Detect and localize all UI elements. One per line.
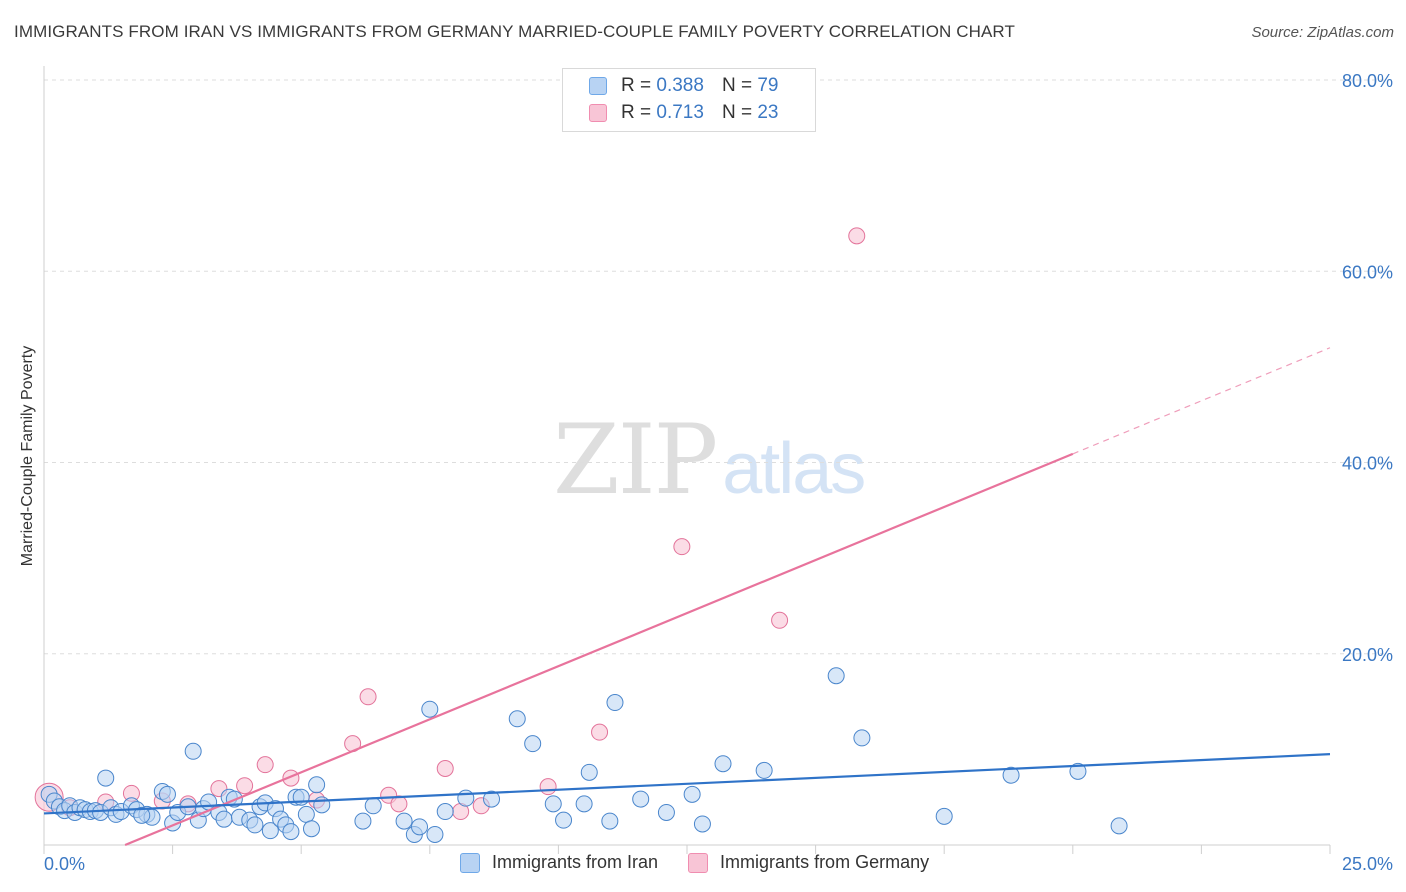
legend-germany-label: Immigrants from Germany bbox=[720, 852, 930, 872]
germany-swatch bbox=[589, 104, 607, 122]
iran-point bbox=[354, 812, 372, 830]
iran-point bbox=[261, 822, 279, 840]
tick-labels: 20.0% 40.0% 60.0% 80.0% 0.0% 25.0% bbox=[44, 71, 1393, 874]
iran-point bbox=[683, 785, 701, 803]
iran-point bbox=[133, 806, 151, 824]
germany-trend-line bbox=[124, 452, 1074, 847]
germany-point bbox=[436, 760, 454, 777]
iran-trend-line bbox=[43, 753, 1331, 815]
iran-point bbox=[97, 769, 115, 787]
germany-point bbox=[390, 795, 408, 813]
legend-row-iran: R = 0.388 N = 79 bbox=[589, 74, 778, 98]
iran-point bbox=[1002, 766, 1020, 784]
iran-point bbox=[421, 700, 439, 718]
iran-point bbox=[483, 790, 501, 808]
iran-point bbox=[544, 795, 562, 813]
iran-point bbox=[555, 811, 573, 829]
germany-point bbox=[848, 227, 866, 245]
iran-point bbox=[827, 667, 845, 685]
iran-point bbox=[601, 812, 619, 830]
iran-point bbox=[411, 818, 429, 836]
germany-r-value: 0.713 bbox=[656, 102, 704, 123]
watermark-atlas: atlas bbox=[722, 429, 866, 509]
iran-point bbox=[508, 710, 526, 728]
y-tick-label-60: 60.0% bbox=[1342, 262, 1393, 282]
iran-point bbox=[426, 825, 444, 843]
iran-point bbox=[632, 790, 650, 808]
iran-point bbox=[755, 761, 773, 779]
iran-swatch bbox=[589, 77, 607, 95]
series-iran bbox=[40, 667, 1128, 843]
germany-point bbox=[256, 756, 274, 774]
iran-point bbox=[158, 785, 176, 803]
watermark: ZIPatlas bbox=[553, 404, 866, 516]
iran-point bbox=[606, 694, 624, 712]
germany-point bbox=[236, 777, 254, 795]
y-tick-label-80: 80.0% bbox=[1342, 71, 1393, 91]
iran-point bbox=[693, 815, 711, 833]
x-tick-label-min: 0.0% bbox=[44, 854, 85, 874]
germany-n-label: N = bbox=[721, 102, 753, 123]
germany-point bbox=[673, 538, 691, 556]
germany-point bbox=[539, 778, 557, 796]
germany-point bbox=[771, 611, 789, 629]
iran-point bbox=[524, 735, 542, 753]
iran-point bbox=[853, 729, 871, 747]
iran-point bbox=[657, 803, 675, 821]
germany-r-label: R = bbox=[621, 102, 652, 123]
iran-n-label: N = bbox=[721, 75, 753, 96]
iran-point bbox=[457, 789, 475, 807]
germany-point bbox=[359, 688, 377, 706]
iran-point bbox=[714, 755, 732, 773]
legend-germany-swatch bbox=[688, 852, 709, 873]
watermark-zip: ZIP bbox=[553, 404, 718, 516]
source-label: Source: ZipAtlas.com bbox=[1251, 24, 1394, 41]
iran-point bbox=[246, 816, 264, 834]
germany-n-value: 23 bbox=[757, 102, 779, 123]
correlation-legend: R = 0.388 N = 79 R = 0.713 N = 23 bbox=[562, 68, 816, 132]
chart-title: IMMIGRANTS FROM IRAN VS IMMIGRANTS FROM … bbox=[14, 22, 1015, 41]
iran-point bbox=[308, 776, 326, 794]
iran-point bbox=[935, 807, 953, 825]
series-germany bbox=[34, 227, 866, 821]
iran-point bbox=[575, 795, 593, 813]
iran-point bbox=[313, 796, 331, 814]
iran-point bbox=[184, 742, 202, 760]
iran-n-value: 79 bbox=[757, 75, 779, 96]
y-tick-label-40: 40.0% bbox=[1342, 454, 1393, 474]
legend-item-iran: Immigrants from Iran bbox=[460, 852, 658, 873]
iran-point bbox=[436, 803, 454, 821]
legend-item-germany: Immigrants from Germany bbox=[688, 852, 929, 873]
iran-point bbox=[1110, 817, 1128, 835]
x-tick-label-max: 25.0% bbox=[1342, 854, 1393, 874]
iran-point bbox=[580, 763, 598, 781]
iran-point bbox=[297, 805, 315, 823]
iran-r-label: R = bbox=[621, 75, 652, 96]
iran-point bbox=[395, 812, 413, 830]
germany-point bbox=[591, 723, 609, 741]
y-tick-label-20: 20.0% bbox=[1342, 645, 1393, 665]
grid bbox=[44, 79, 1392, 655]
germany-trend-extension bbox=[1072, 347, 1331, 455]
iran-point bbox=[215, 810, 233, 828]
axes bbox=[43, 66, 1331, 854]
iran-r-value: 0.388 bbox=[656, 75, 704, 96]
legend-iran-label: Immigrants from Iran bbox=[492, 852, 659, 872]
legend-iran-swatch bbox=[460, 852, 480, 873]
series-legend: Immigrants from Iran Immigrants from Ger… bbox=[460, 852, 959, 873]
legend-row-germany: R = 0.713 N = 23 bbox=[589, 101, 778, 125]
iran-point bbox=[302, 820, 320, 838]
iran-point bbox=[282, 823, 300, 841]
trend-lines bbox=[43, 347, 1331, 847]
iran-point bbox=[364, 797, 382, 815]
iran-point bbox=[1069, 762, 1087, 780]
